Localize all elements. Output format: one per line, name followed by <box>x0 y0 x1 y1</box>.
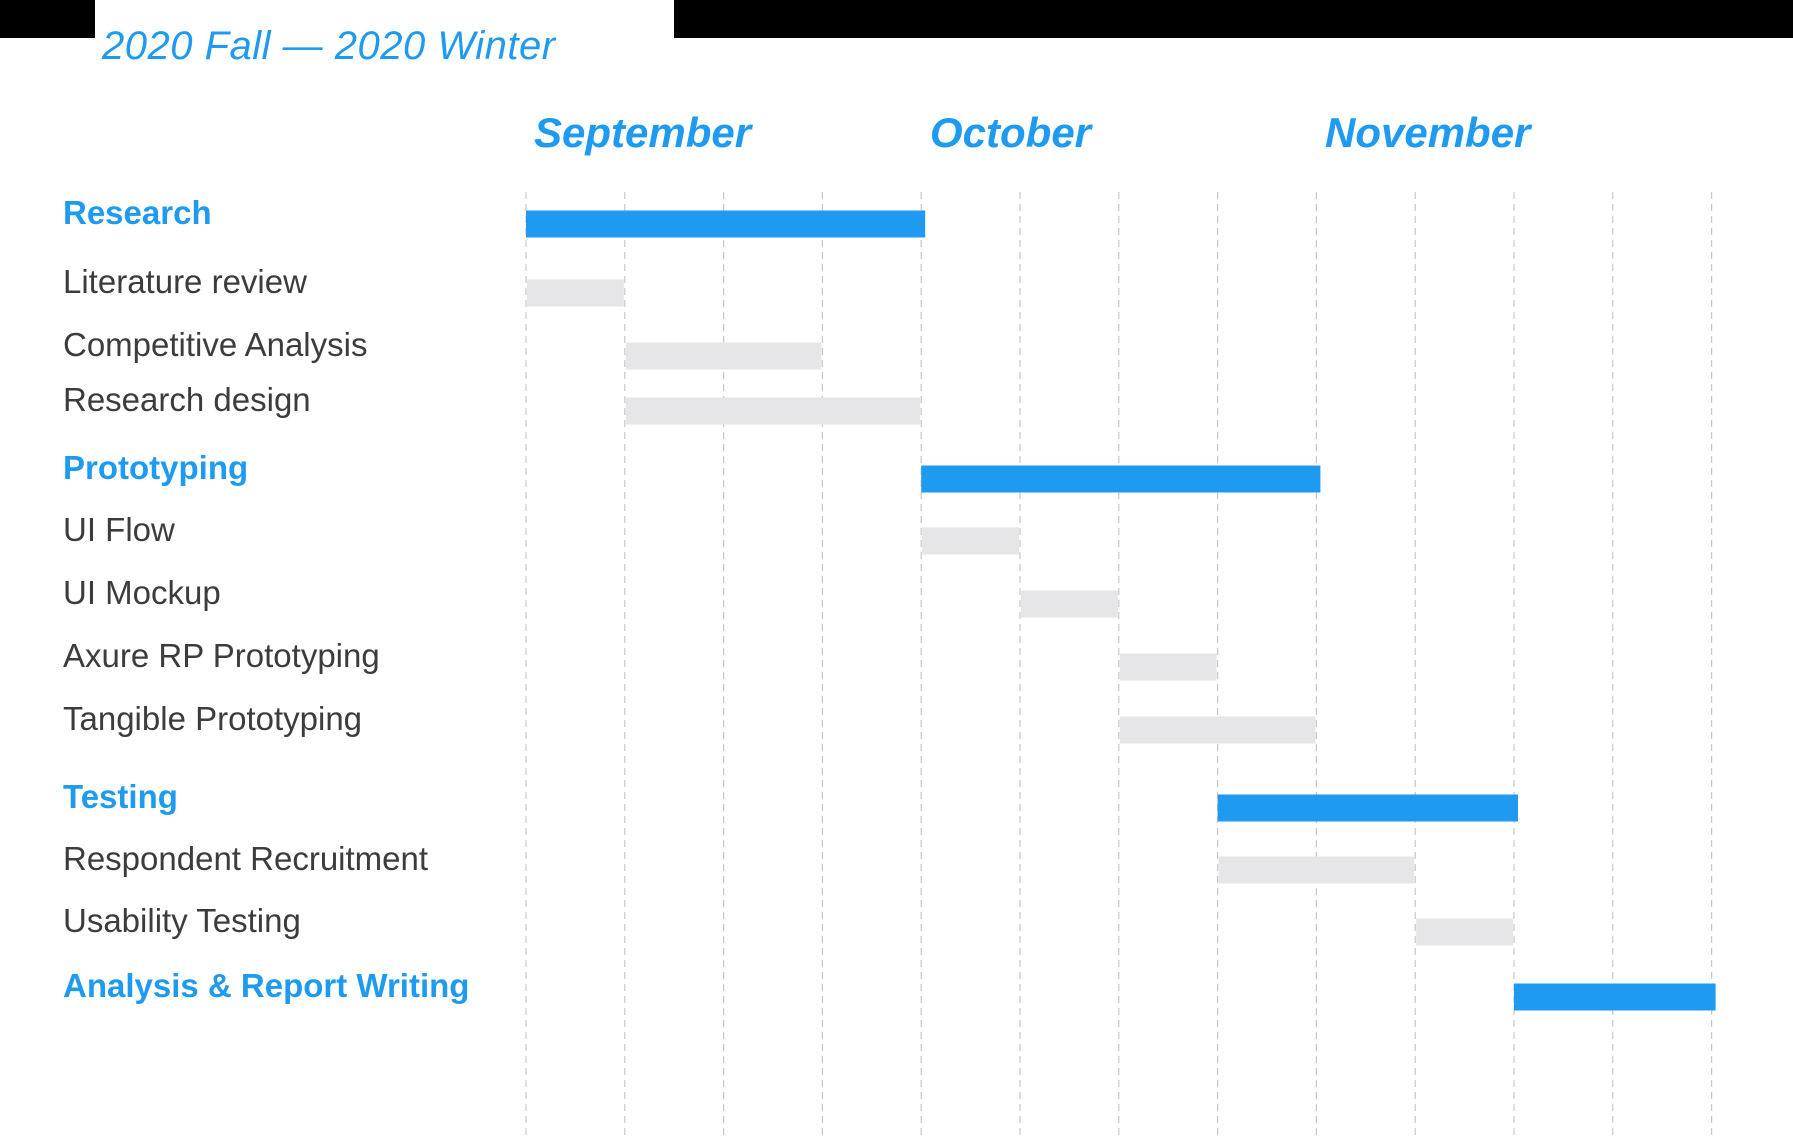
bar-research-design <box>625 397 921 425</box>
bar-competitive-analysis <box>625 342 822 370</box>
bar-testing <box>1217 794 1518 822</box>
row-label-analysis-and-report-writing: Analysis & Report Writing <box>63 967 470 1004</box>
bar-analysis-and-report-writing <box>1514 983 1716 1011</box>
row-label-ui-mockup: UI Mockup <box>63 574 221 611</box>
title-tab <box>95 0 674 60</box>
row-label-research: Research <box>63 194 212 231</box>
bar-usability-testing <box>1416 918 1513 946</box>
month-label-october: October <box>930 109 1092 156</box>
month-label-november: November <box>1325 109 1531 156</box>
row-label-ui-flow: UI Flow <box>63 511 175 548</box>
bar-prototyping <box>921 465 1321 493</box>
row-label-respondent-recruitment: Respondent Recruitment <box>63 840 429 877</box>
grid-lines <box>525 192 1713 1135</box>
row-label-tangible-prototyping: Tangible Prototyping <box>63 700 363 737</box>
bars <box>526 210 1716 1011</box>
row-label-research-design: Research design <box>63 381 311 418</box>
month-label-september: September <box>534 109 752 156</box>
row-label-competitive-analysis: Competitive Analysis <box>63 326 368 363</box>
chart-title: 2020 Fall — 2020 Winter <box>102 24 556 68</box>
row-label-axure-rp-prototyping: Axure RP Prototyping <box>63 637 380 674</box>
row-label-prototyping: Prototyping <box>63 449 249 486</box>
row-label-usability-testing: Usability Testing <box>63 902 301 939</box>
bar-literature-review <box>527 279 624 307</box>
bar-respondent-recruitment <box>1218 856 1415 884</box>
bar-research <box>526 210 926 238</box>
bar-ui-flow <box>922 527 1019 555</box>
row-label-testing: Testing <box>63 778 178 815</box>
bar-axure-rp-prototyping <box>1119 653 1217 681</box>
row-label-literature-review: Literature review <box>63 263 307 300</box>
bar-ui-mockup <box>1021 590 1118 618</box>
bar-tangible-prototyping <box>1119 716 1316 744</box>
